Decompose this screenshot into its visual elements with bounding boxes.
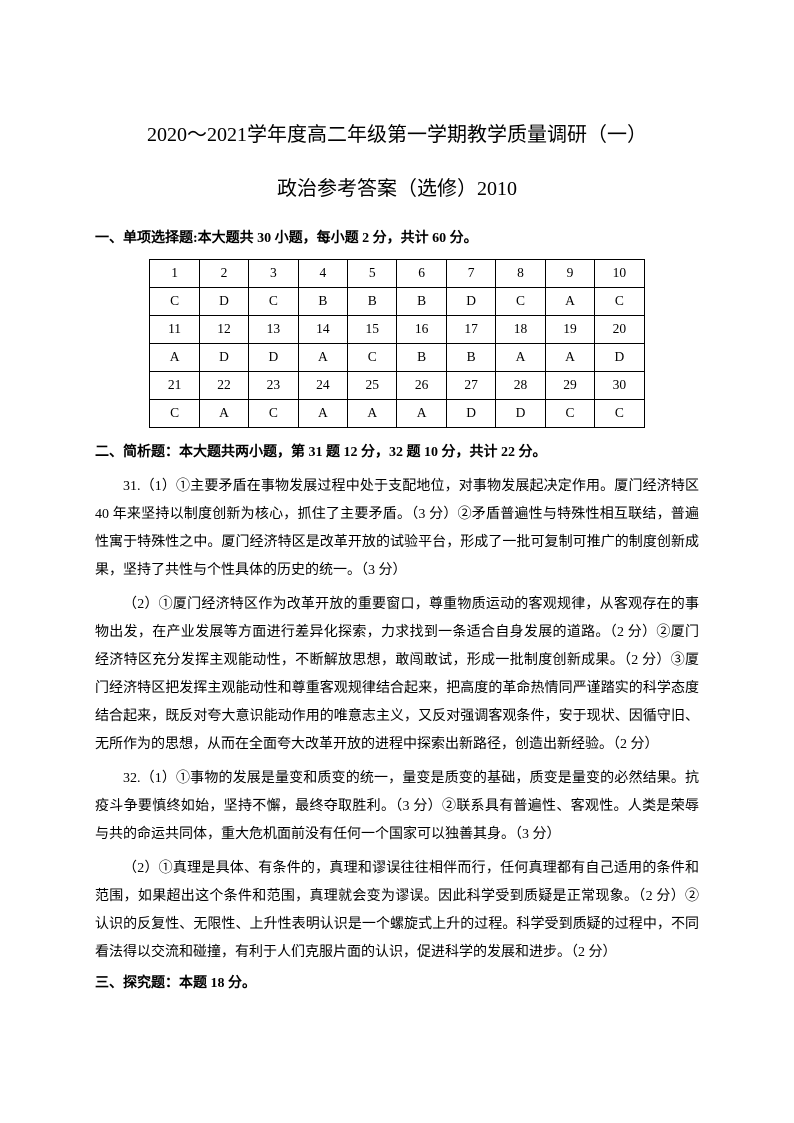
section1-header: 一、单项选择题:本大题共 30 小题，每小题 2 分，共计 60 分。 <box>95 228 699 249</box>
table-cell: 5 <box>348 260 397 288</box>
table-row: C A C A A A D D C C <box>150 400 644 428</box>
table-row: C D C B B B D C A C <box>150 288 644 316</box>
table-cell: D <box>446 400 495 428</box>
table-cell: 13 <box>249 316 298 344</box>
table-cell: 30 <box>595 372 644 400</box>
table-cell: B <box>298 288 347 316</box>
table-cell: 20 <box>595 316 644 344</box>
table-cell: 12 <box>199 316 248 344</box>
table-cell: A <box>545 344 594 372</box>
table-cell: 8 <box>496 260 545 288</box>
table-cell: D <box>446 288 495 316</box>
table-cell: 1 <box>150 260 199 288</box>
table-cell: 23 <box>249 372 298 400</box>
table-cell: 3 <box>249 260 298 288</box>
table-cell: 25 <box>348 372 397 400</box>
table-cell: C <box>545 400 594 428</box>
section3-header: 三、探究题：本题 18 分。 <box>95 973 699 994</box>
table-row: 11 12 13 14 15 16 17 18 19 20 <box>150 316 644 344</box>
table-cell: 4 <box>298 260 347 288</box>
table-cell: D <box>595 344 644 372</box>
page-subtitle: 政治参考答案（选修）2010 <box>95 174 699 204</box>
table-cell: 22 <box>199 372 248 400</box>
answer-paragraph: （2）①真理是具体、有条件的，真理和谬误往往相伴而行，任何真理都有自己适用的条件… <box>95 855 699 967</box>
table-cell: C <box>348 344 397 372</box>
table-cell: A <box>150 344 199 372</box>
table-cell: 19 <box>545 316 594 344</box>
table-cell: D <box>249 344 298 372</box>
table-cell: A <box>199 400 248 428</box>
table-cell: 7 <box>446 260 495 288</box>
table-cell: B <box>397 288 446 316</box>
table-cell: C <box>595 288 644 316</box>
table-cell: 2 <box>199 260 248 288</box>
table-cell: B <box>397 344 446 372</box>
table-row: 1 2 3 4 5 6 7 8 9 10 <box>150 260 644 288</box>
table-cell: 24 <box>298 372 347 400</box>
table-cell: A <box>496 344 545 372</box>
section2-header: 二、简析题：本大题共两小题，第 31 题 12 分，32 题 10 分，共计 2… <box>95 442 699 463</box>
answer-paragraph: 32.（1）①事物的发展是量变和质变的统一，量变是质变的基础，质变是量变的必然结… <box>95 765 699 849</box>
table-cell: B <box>446 344 495 372</box>
table-cell: 18 <box>496 316 545 344</box>
table-cell: 28 <box>496 372 545 400</box>
table-cell: 27 <box>446 372 495 400</box>
table-cell: 17 <box>446 316 495 344</box>
table-cell: C <box>249 400 298 428</box>
table-row: A D D A C B B A A D <box>150 344 644 372</box>
table-cell: D <box>199 288 248 316</box>
table-cell: 10 <box>595 260 644 288</box>
table-cell: A <box>298 344 347 372</box>
table-cell: D <box>199 344 248 372</box>
page-title: 2020～2021学年度高二年级第一学期教学质量调研（一） <box>95 120 699 150</box>
table-cell: 14 <box>298 316 347 344</box>
answer-paragraph: （2）①厦门经济特区作为改革开放的重要窗口，尊重物质运动的客观规律，从客观存在的… <box>95 591 699 759</box>
table-cell: 21 <box>150 372 199 400</box>
answer-table: 1 2 3 4 5 6 7 8 9 10 C D C B B B D C A C… <box>149 259 644 428</box>
table-cell: A <box>348 400 397 428</box>
table-cell: 9 <box>545 260 594 288</box>
table-cell: B <box>348 288 397 316</box>
table-cell: 15 <box>348 316 397 344</box>
table-cell: A <box>397 400 446 428</box>
table-cell: C <box>150 400 199 428</box>
table-cell: C <box>150 288 199 316</box>
table-cell: C <box>249 288 298 316</box>
table-cell: 29 <box>545 372 594 400</box>
answer-paragraph: 31.（1）①主要矛盾在事物发展过程中处于支配地位，对事物发展起决定作用。厦门经… <box>95 473 699 585</box>
table-cell: A <box>545 288 594 316</box>
table-cell: A <box>298 400 347 428</box>
table-cell: 16 <box>397 316 446 344</box>
table-cell: 6 <box>397 260 446 288</box>
table-cell: D <box>496 400 545 428</box>
table-cell: 26 <box>397 372 446 400</box>
table-cell: C <box>595 400 644 428</box>
table-row: 21 22 23 24 25 26 27 28 29 30 <box>150 372 644 400</box>
table-cell: C <box>496 288 545 316</box>
table-cell: 11 <box>150 316 199 344</box>
